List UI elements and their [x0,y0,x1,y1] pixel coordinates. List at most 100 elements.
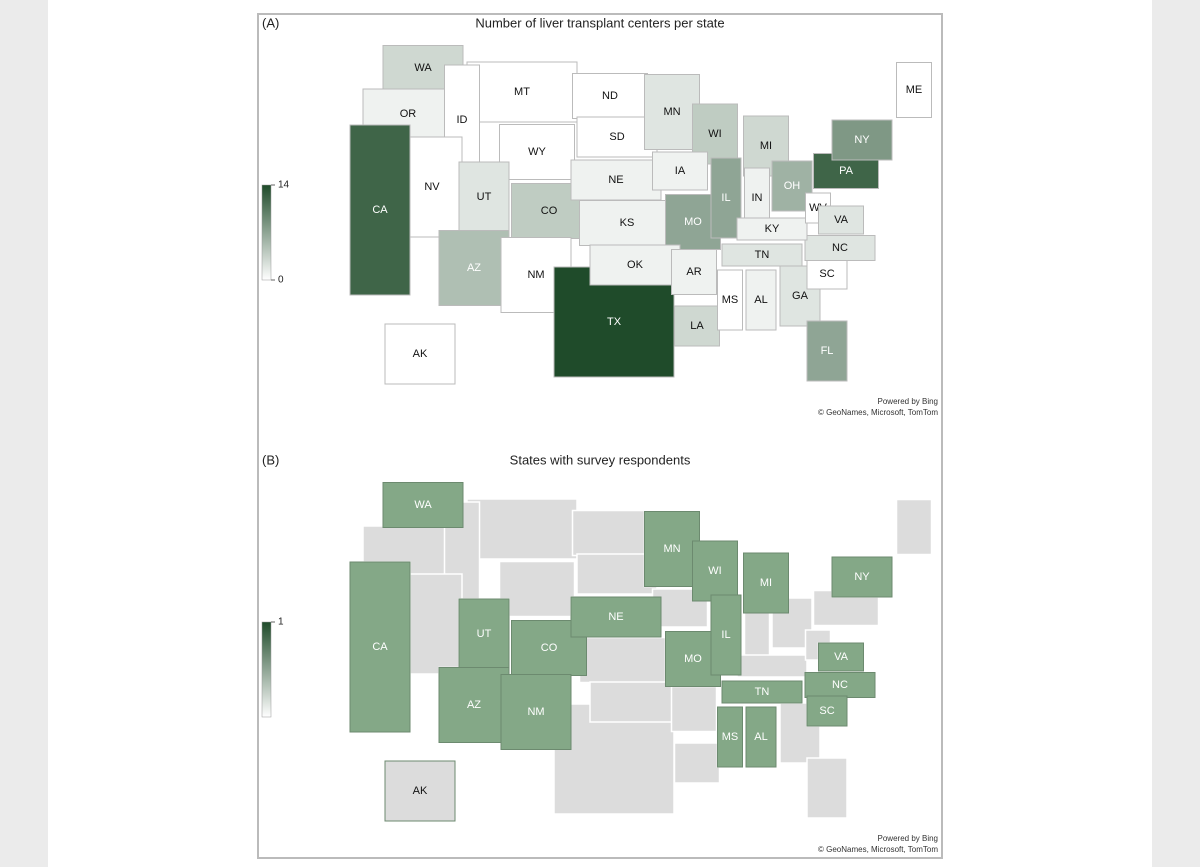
state-label: TN [755,249,770,261]
legend-tick-label: 1 [278,617,284,628]
state-label: CA [372,204,388,216]
state-label: IA [675,165,686,177]
legend-tick-label: 0 [278,275,284,286]
state-label: ME [906,84,923,96]
state [674,305,720,347]
state-base [498,560,576,618]
state-label: AL [754,731,767,743]
state-label: KY [765,223,780,235]
state-label: WY [528,146,546,158]
state-label: UT [477,191,492,203]
state [717,269,743,331]
state [644,74,700,150]
state [721,243,803,267]
state [570,159,662,201]
state [771,160,813,212]
state [710,594,742,676]
state [736,217,808,241]
panel-label: (B) [262,452,279,467]
state-base [736,654,808,678]
state [818,642,864,672]
state-label: NM [527,269,544,281]
state-label: TX [607,316,622,328]
state-base [673,742,721,784]
state-label: OR [400,108,417,120]
state-base [589,681,681,723]
state [745,269,777,331]
state-base [895,498,933,556]
state [671,249,717,295]
legend-tick-label: 14 [278,180,290,191]
state-label: KS [620,217,635,229]
state-label: NY [854,571,870,583]
state-label: MS [722,294,739,306]
state-label: AR [686,266,701,278]
state [745,706,777,768]
state [499,124,575,180]
state [579,200,675,246]
state [818,205,864,235]
state [384,323,456,385]
state-label: VA [834,651,849,663]
state-label: GA [792,290,809,302]
state [806,695,848,727]
state-label: OH [784,180,801,192]
state-label: FL [821,345,834,357]
state-label: TN [755,686,770,698]
state-label: WA [414,499,432,511]
state [804,672,876,698]
legend-bar [261,184,272,281]
state [349,124,411,296]
state [384,760,456,822]
state-label: NE [608,174,623,186]
state-label: NC [832,242,848,254]
state-base [806,757,848,819]
state [458,161,510,233]
state-base [466,498,578,560]
state [349,561,411,733]
state-label: NM [527,706,544,718]
state-label: WA [414,62,432,74]
state-label: IN [752,192,763,204]
state [804,235,876,261]
credit: © GeoNames, Microsoft, TomTom [818,408,938,417]
state [438,230,510,306]
state [717,706,743,768]
state-label: MI [760,577,772,589]
state [692,540,738,602]
state-label: CO [541,205,558,217]
panel-label: (A) [262,15,279,30]
state-label: NV [424,181,440,193]
panel-title: Number of liver transplant centers per s… [475,15,724,30]
state-label: AK [413,785,428,797]
state-label: MN [663,543,680,555]
state-label: ND [602,90,618,102]
state [831,556,893,598]
state-base [578,636,676,684]
state [382,482,464,528]
state [570,596,662,638]
state [831,119,893,161]
state-label: WI [708,565,721,577]
state [458,598,510,670]
state [652,151,708,191]
panel-title: States with survey respondents [510,452,691,467]
state-label: SC [819,268,834,280]
state-label: PA [839,165,854,177]
state-base [670,685,718,733]
state-label: NE [608,611,623,623]
state-label: SC [819,705,834,717]
state-label: MS [722,731,739,743]
state [466,61,578,123]
state-label: MO [684,653,702,665]
state [500,674,572,750]
state-label: CA [372,641,388,653]
state-label: MT [514,86,530,98]
state [589,244,681,286]
state-base [571,509,649,557]
state-label: MN [663,106,680,118]
state [743,552,789,614]
state-label: LA [690,320,704,332]
credit: Powered by Bing [878,397,938,406]
